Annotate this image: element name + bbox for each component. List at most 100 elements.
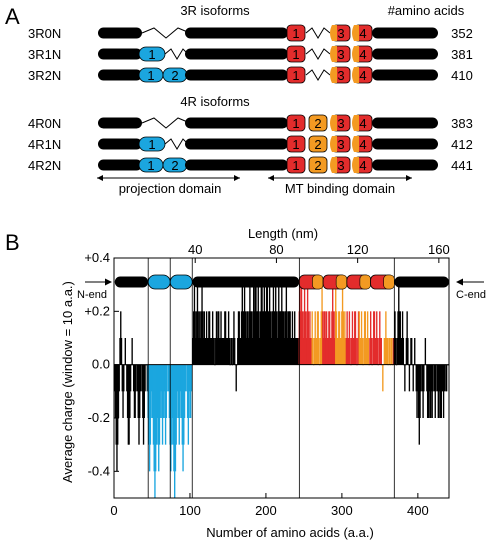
charge-bar <box>352 338 354 365</box>
repeat-1-label: 1 <box>292 26 299 41</box>
repeat-pseudo-half <box>330 25 337 41</box>
charge-bar <box>369 338 371 365</box>
charge-bar <box>411 338 413 365</box>
projection-body-segment <box>185 117 288 129</box>
charge-bar <box>385 311 387 365</box>
charge-bar <box>221 338 224 365</box>
charge-bar <box>333 338 335 365</box>
schematic-repeat-half <box>383 274 395 290</box>
schematic-n-insert-1 <box>147 274 171 290</box>
y-tick-label: +0.2 <box>84 303 110 318</box>
charge-bar <box>188 364 190 418</box>
charge-bar <box>193 284 196 365</box>
charge-bar <box>328 311 330 365</box>
charge-bar <box>180 364 182 392</box>
charge-bar <box>190 364 193 392</box>
charge-bar <box>285 284 288 365</box>
projection-body-segment <box>185 27 288 39</box>
amino-acid-count: 383 <box>451 116 473 131</box>
charge-bar <box>227 311 230 365</box>
charge-bar <box>206 338 209 365</box>
charge-bar <box>420 364 422 392</box>
charge-bar <box>316 338 318 365</box>
charge-bar <box>152 364 155 445</box>
charge-bar <box>233 311 235 365</box>
charge-bar <box>171 364 174 418</box>
charge-bar <box>262 311 264 365</box>
charge-bar <box>161 364 164 445</box>
charge-bar <box>253 284 255 365</box>
charge-bar <box>317 311 319 365</box>
charge-bar <box>398 284 400 365</box>
charge-bar <box>261 284 263 365</box>
charge-bar <box>170 364 173 445</box>
charge-bar <box>120 338 123 365</box>
charge-bar <box>309 338 312 365</box>
amino-acid-count: 410 <box>451 68 473 83</box>
charge-bar <box>376 311 378 365</box>
charge-bar <box>164 364 166 418</box>
charge-bar <box>410 338 412 365</box>
charge-bar <box>123 364 125 392</box>
charge-bar <box>378 338 380 365</box>
charge-bar <box>341 284 344 365</box>
n-insert-1-label: 1 <box>147 158 154 173</box>
charge-bars <box>114 284 450 498</box>
charge-bar <box>170 364 172 472</box>
charge-bar <box>143 364 145 418</box>
charge-bar <box>291 338 293 365</box>
charge-bar <box>292 338 294 365</box>
charge-bar <box>339 338 341 365</box>
charge-bar <box>189 364 192 418</box>
x-axis-title: Number of amino acids (a.a.) <box>206 525 374 540</box>
charge-bar <box>372 338 374 365</box>
charge-bar <box>275 311 278 365</box>
charge-bar <box>433 364 436 392</box>
charge-bar <box>119 338 121 365</box>
repeat-1-label: 1 <box>292 137 299 152</box>
charge-bar <box>120 311 122 365</box>
charge-bar <box>278 311 281 365</box>
mt-binding-domain-label: MT binding domain <box>285 181 395 196</box>
charge-bar <box>260 284 262 365</box>
top-tick-label: 120 <box>347 242 369 257</box>
charge-bar <box>174 364 177 472</box>
charge-bar <box>394 311 396 365</box>
repeat-pseudo-half <box>352 25 359 41</box>
charge-bar <box>144 364 146 392</box>
charge-bar <box>310 338 313 365</box>
charge-bar <box>224 311 226 365</box>
n-terminal-segment <box>98 159 142 171</box>
charge-bar <box>320 311 322 365</box>
charge-bar <box>297 338 299 365</box>
charge-bar <box>311 311 313 365</box>
repeat-4-label: 4 <box>359 137 366 152</box>
charge-bar <box>153 364 155 472</box>
charge-bar <box>178 364 180 445</box>
charge-bar <box>158 364 160 472</box>
charge-bar <box>398 311 401 365</box>
charge-bar <box>158 364 161 445</box>
charge-bar <box>318 338 320 365</box>
charge-bar <box>259 311 262 365</box>
n-insert-1-label: 1 <box>147 68 154 83</box>
charge-bar <box>238 311 240 365</box>
charge-bar <box>183 364 185 445</box>
charge-bar <box>200 311 202 365</box>
charge-bar <box>373 311 375 365</box>
charge-bar <box>176 364 178 418</box>
charge-bar <box>230 338 233 365</box>
charge-bar <box>354 311 357 365</box>
charge-bar <box>243 284 246 365</box>
charge-bar <box>134 364 136 418</box>
charge-bar <box>245 338 247 365</box>
charge-bar <box>149 364 152 445</box>
charge-bar <box>282 311 284 365</box>
charge-bar <box>181 364 183 445</box>
c-terminal-segment <box>372 48 438 60</box>
charge-bar <box>240 338 242 365</box>
repeat-3-label: 3 <box>337 26 344 41</box>
charge-bar <box>157 364 159 445</box>
charge-bar <box>434 364 436 418</box>
